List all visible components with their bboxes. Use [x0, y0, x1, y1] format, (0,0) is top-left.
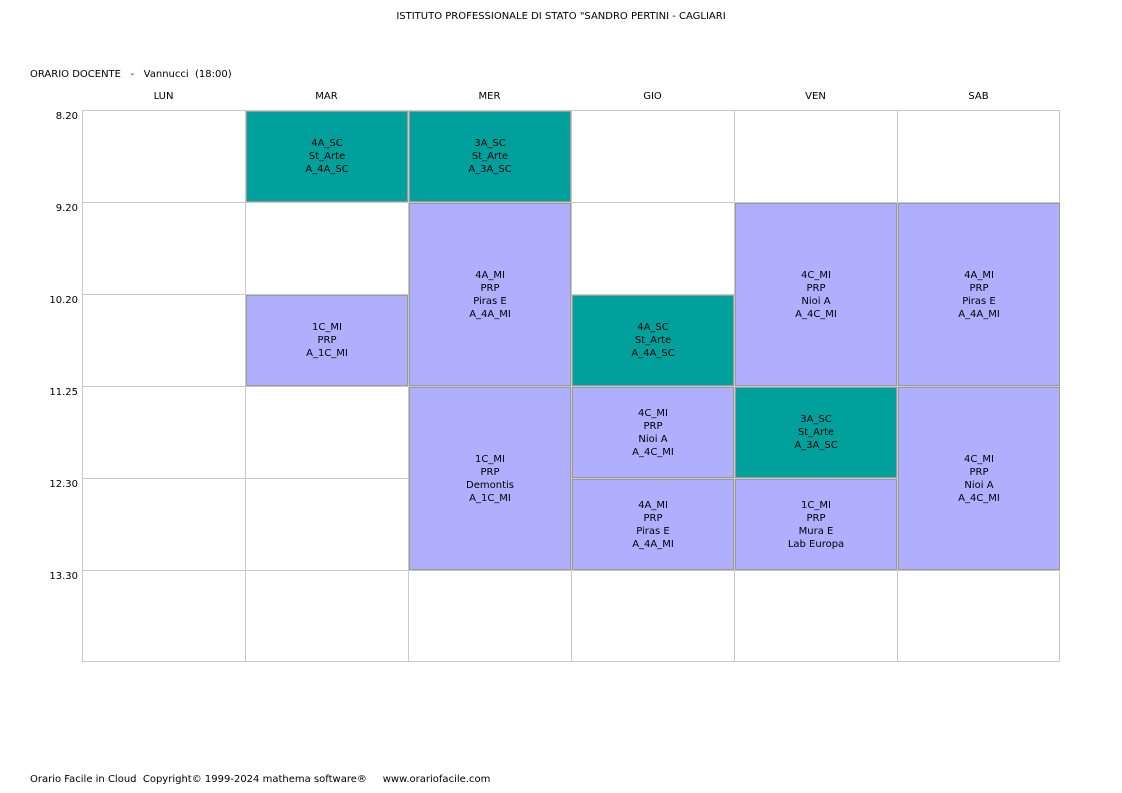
lesson-line: A_3A_SC: [794, 440, 838, 451]
day-header-ven: VEN: [805, 91, 826, 102]
lesson-line: Piras E: [962, 295, 996, 307]
lesson-line: 3A_SC: [800, 414, 832, 425]
time-label: 13.30: [49, 571, 78, 582]
lesson-line: Piras E: [473, 295, 507, 307]
lesson-line: A_4C_MI: [795, 308, 837, 320]
lesson-line: A_4A_MI: [469, 308, 511, 320]
lesson-line: 4A_MI: [964, 269, 994, 281]
lesson-line: Lab Europa: [787, 538, 845, 550]
day-header-mer: MER: [478, 91, 501, 102]
time-label: 11.25: [49, 387, 78, 398]
lesson-line: 4C_MI: [964, 453, 994, 465]
lesson-line: 1C_MI: [312, 322, 342, 333]
lesson-line: A_4A_SC: [631, 348, 675, 359]
lesson-line: PRP: [643, 512, 663, 524]
day-header-mar: MAR: [315, 91, 338, 102]
lesson-line: Piras E: [636, 525, 670, 537]
lesson-line: A_3A_SC: [468, 164, 512, 175]
time-label: 8.20: [55, 111, 78, 122]
lesson-line: St_Arte: [308, 151, 346, 162]
lesson-block[interactable]: 4C_MI PRP Nioi A A_4C_MI: [735, 203, 897, 386]
lesson-line: 4C_MI: [801, 269, 831, 281]
lesson-line: A_4C_MI: [958, 492, 1000, 504]
time-label: 12.30: [49, 479, 78, 490]
page-title: ISTITUTO PROFESSIONALE DI STATO "SANDRO …: [396, 11, 726, 22]
lesson-line: Nioi A: [638, 433, 668, 445]
lesson-line: A_1C_MI: [469, 492, 511, 504]
lesson-block[interactable]: 4A_SC St_Arte A_4A_SC: [572, 295, 734, 386]
day-header-sab: SAB: [968, 91, 989, 102]
lesson-block[interactable]: 1C_MI PRP A_1C_MI: [246, 295, 408, 386]
lesson-line: PRP: [480, 282, 500, 294]
lesson-block[interactable]: 4A_MI PRP Piras E A_4A_MI: [572, 479, 734, 570]
lesson-block[interactable]: 4C_MI PRP Nioi A A_4C_MI: [898, 387, 1060, 570]
lesson-line: PRP: [806, 512, 826, 524]
lesson-line: A_4C_MI: [632, 446, 674, 458]
footer-copyright: Orario Facile in Cloud Copyright© 1999-2…: [30, 774, 491, 785]
grid-divider: [83, 478, 1059, 479]
lesson-line: 4C_MI: [638, 407, 668, 419]
lesson-line: 1C_MI: [475, 453, 505, 465]
lesson-line: PRP: [969, 466, 989, 478]
lesson-line: St_Arte: [471, 151, 509, 162]
lesson-line: PRP: [317, 335, 337, 346]
lesson-line: Demontis: [466, 479, 514, 491]
lesson-line: A_1C_MI: [306, 348, 348, 359]
lesson-line: 4A_MI: [638, 499, 668, 511]
lesson-line: PRP: [480, 466, 500, 478]
lesson-block[interactable]: 3A_SC St_Arte A_3A_SC: [409, 111, 571, 202]
lesson-line: PRP: [969, 282, 989, 294]
grid-divider: [83, 202, 1059, 203]
lesson-line: PRP: [806, 282, 826, 294]
lesson-line: St_Arte: [634, 335, 672, 346]
lesson-line: 3A_SC: [474, 138, 506, 149]
teacher-subtitle: ORARIO DOCENTE - Vannucci (18:00): [30, 69, 232, 80]
lesson-block[interactable]: 1C_MI PRP Mura E Lab Europa: [735, 479, 897, 570]
lesson-block[interactable]: 4C_MI PRP Nioi A A_4C_MI: [572, 387, 734, 478]
lesson-line: St_Arte: [797, 427, 835, 438]
time-label: 9.20: [55, 203, 78, 214]
time-label: 10.20: [49, 295, 78, 306]
lesson-line: 1C_MI: [801, 499, 831, 511]
lesson-line: A_4A_MI: [632, 538, 674, 550]
grid-divider: [83, 294, 1059, 295]
day-header-gio: GIO: [643, 91, 662, 102]
lesson-line: Mura E: [798, 525, 834, 537]
lesson-line: A_4A_SC: [305, 164, 349, 175]
lesson-block[interactable]: 4A_MI PRP Piras E A_4A_MI: [409, 203, 571, 386]
day-header-lun: LUN: [153, 91, 174, 102]
lesson-line: 4A_MI: [475, 269, 505, 281]
lesson-line: Nioi A: [964, 479, 994, 491]
lesson-line: 4A_SC: [637, 322, 669, 333]
lesson-block[interactable]: 1C_MI PRP Demontis A_1C_MI: [409, 387, 571, 570]
timetable-grid: 4A_SC St_Arte A_4A_SC 3A_SC St_Arte A_3A_SC 4A…: [82, 110, 1060, 662]
lesson-line: 4A_SC: [311, 138, 343, 149]
lesson-block[interactable]: 3A_SC St_Arte A_3A_SC: [735, 387, 897, 478]
lesson-line: A_4A_MI: [958, 308, 1000, 320]
grid-divider: [83, 386, 1059, 387]
lesson-block[interactable]: 4A_SC St_Arte A_4A_SC: [246, 111, 408, 202]
lesson-line: PRP: [643, 420, 663, 432]
lesson-block[interactable]: 4A_MI PRP Piras E A_4A_MI: [898, 203, 1060, 386]
lesson-line: Nioi A: [801, 295, 831, 307]
grid-divider: [83, 570, 1059, 571]
